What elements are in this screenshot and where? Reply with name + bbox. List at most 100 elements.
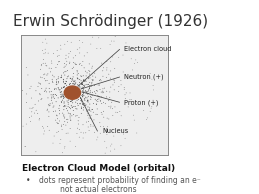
Point (83, 99, 87, 102)
Point (81, 84, 85, 87)
Point (45, 42, 49, 45)
Point (128, 91, 132, 94)
Point (108, 77, 112, 80)
Point (102, 116, 106, 119)
Point (85, 109, 89, 112)
Point (46, 125, 50, 128)
Point (60, 128, 64, 131)
Point (67, 52, 71, 55)
Point (112, 88, 116, 91)
Point (82, 79, 86, 82)
Point (82, 90, 86, 93)
Point (89, 123, 93, 126)
Point (95, 47, 99, 50)
Point (81, 102, 85, 105)
Point (75, 73, 79, 76)
Point (89, 42, 93, 46)
Point (69, 100, 73, 103)
Point (54, 83, 58, 86)
Point (57, 60, 61, 63)
Point (101, 125, 105, 128)
Point (81, 79, 85, 82)
Point (113, 35, 117, 38)
Point (113, 105, 117, 108)
Point (112, 134, 116, 138)
Point (68, 100, 73, 103)
Point (142, 109, 146, 112)
Point (78, 78, 82, 81)
Point (86, 76, 90, 79)
Point (43, 73, 47, 76)
Point (70, 67, 74, 70)
Point (89, 96, 93, 99)
Point (23, 145, 27, 148)
Point (41, 41, 45, 44)
Point (88, 95, 92, 98)
Point (82, 85, 87, 88)
Text: Electron Cloud Model (orbital): Electron Cloud Model (orbital) (22, 164, 175, 173)
Point (68, 113, 73, 116)
Point (104, 76, 109, 79)
Point (68, 112, 72, 115)
Point (29, 85, 33, 88)
Point (68, 114, 72, 118)
Point (121, 133, 125, 136)
Point (87, 73, 91, 76)
Point (63, 82, 68, 85)
Point (121, 54, 125, 57)
Point (87, 62, 91, 65)
Point (42, 129, 47, 133)
Point (77, 84, 81, 87)
Point (57, 107, 61, 110)
Point (23, 145, 27, 148)
Point (109, 106, 113, 109)
Point (47, 87, 51, 90)
Point (46, 96, 50, 99)
Point (34, 89, 38, 92)
Point (55, 114, 59, 117)
Point (92, 118, 96, 121)
Point (86, 108, 90, 111)
Point (86, 114, 90, 117)
Point (71, 75, 75, 78)
Point (74, 81, 78, 84)
Point (71, 99, 75, 102)
Point (60, 93, 64, 96)
Point (62, 105, 66, 108)
Point (98, 121, 102, 124)
Point (73, 79, 77, 82)
Point (151, 84, 155, 87)
Point (71, 79, 75, 82)
Point (121, 70, 125, 74)
Point (59, 101, 63, 104)
Point (83, 84, 87, 87)
Point (24, 92, 28, 95)
Point (63, 145, 67, 148)
Point (30, 110, 34, 113)
Point (101, 91, 105, 94)
Point (99, 79, 103, 82)
Point (63, 62, 67, 65)
Point (58, 90, 62, 94)
Point (86, 83, 90, 86)
Point (54, 81, 59, 84)
Point (100, 62, 104, 65)
Point (117, 56, 121, 59)
Point (151, 99, 155, 102)
Point (81, 89, 85, 92)
Point (126, 105, 130, 108)
Point (65, 75, 69, 78)
Point (38, 82, 42, 85)
Point (37, 99, 41, 102)
Point (84, 89, 88, 92)
Point (150, 78, 154, 81)
Point (84, 131, 88, 134)
Point (68, 82, 72, 86)
Point (88, 84, 92, 87)
Point (48, 102, 52, 105)
Point (50, 62, 54, 65)
Point (40, 125, 45, 128)
Point (105, 68, 109, 72)
Point (88, 76, 92, 79)
Point (86, 93, 90, 96)
